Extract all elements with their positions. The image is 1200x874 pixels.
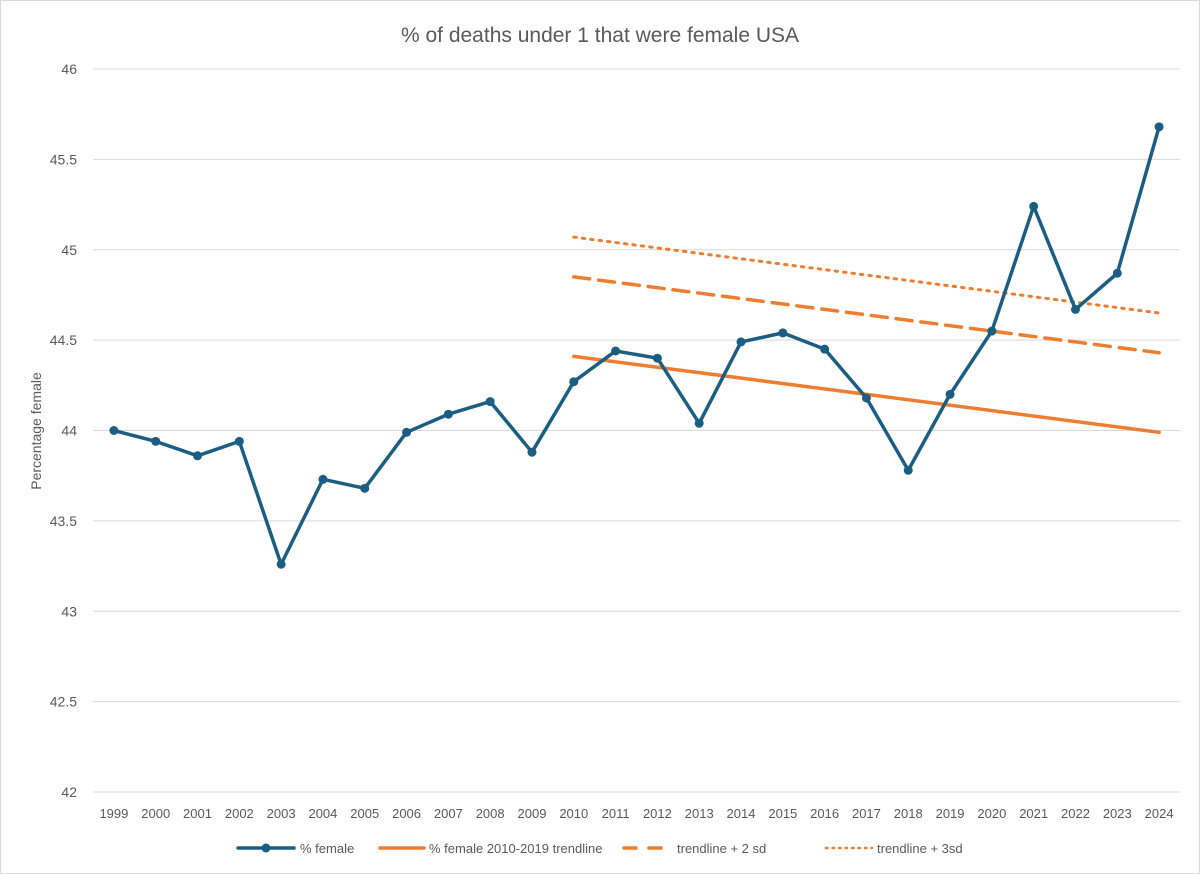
x-tick-label: 2013	[685, 806, 714, 821]
legend-label: trendline + 2 sd	[677, 841, 766, 856]
x-tick-label: 2019	[936, 806, 965, 821]
data-point	[861, 393, 871, 403]
trendline-dotted	[572, 235, 1161, 315]
data-point	[1070, 304, 1080, 314]
y-tick-label: 46	[61, 61, 77, 77]
data-point	[945, 389, 955, 399]
data-point	[778, 328, 788, 338]
data-point	[151, 436, 161, 446]
data-point	[485, 397, 495, 407]
legend-label: % female	[300, 841, 354, 856]
data-point	[1112, 268, 1122, 278]
x-tick-label: 2006	[392, 806, 421, 821]
data-point	[694, 418, 704, 428]
data-point	[318, 474, 328, 484]
x-tick-label: 2005	[350, 806, 379, 821]
legend-marker	[261, 843, 271, 853]
data-point	[527, 447, 537, 457]
x-tick-label: 2012	[643, 806, 672, 821]
y-tick-label: 45	[61, 242, 77, 258]
x-tick-label: 2003	[267, 806, 296, 821]
x-tick-label: 2016	[810, 806, 839, 821]
data-point	[402, 427, 412, 437]
x-tick-label: 2015	[768, 806, 797, 821]
y-tick-label: 43	[61, 603, 77, 619]
data-point	[569, 377, 579, 387]
chart-title: % of deaths under 1 that were female USA	[401, 24, 799, 47]
x-tick-label: 2023	[1103, 806, 1132, 821]
x-tick-label: 2000	[141, 806, 170, 821]
x-tick-label: 2020	[977, 806, 1006, 821]
x-tick-label: 2010	[559, 806, 588, 821]
legend-label: trendline + 3sd	[877, 841, 963, 856]
x-axis-ticks: 1999 2000 2001 2002 2003 2004 2005 2006 2007 2008…	[99, 806, 1173, 821]
data-point	[193, 451, 203, 461]
x-tick-label: 2022	[1061, 806, 1090, 821]
data-point	[1029, 201, 1039, 211]
data-point	[1154, 122, 1164, 132]
gridlines	[93, 68, 1180, 793]
x-tick-label: 2004	[308, 806, 337, 821]
x-tick-label: 2001	[183, 806, 212, 821]
x-tick-label: 1999	[99, 806, 128, 821]
y-tick-label: 42.5	[50, 694, 77, 710]
data-point	[820, 344, 830, 354]
x-tick-label: 2018	[894, 806, 923, 821]
legend-label: % female 2010-2019 trendline	[429, 841, 602, 856]
legend: % female % female 2010-2019 trendline tren…	[236, 841, 963, 856]
x-tick-label: 2002	[225, 806, 254, 821]
data-point	[987, 326, 997, 336]
data-point	[276, 559, 286, 569]
data-point	[736, 337, 746, 347]
y-tick-label: 45.5	[50, 151, 77, 167]
data-point	[443, 409, 453, 419]
y-tick-label: 44	[61, 423, 77, 439]
x-tick-label: 2017	[852, 806, 881, 821]
data-point	[234, 436, 244, 446]
y-axis-ticks: 42 42.5 43 43.5 44 44.5 45 45.5 46	[50, 61, 77, 800]
data-point	[903, 465, 913, 475]
x-tick-label: 2007	[434, 806, 463, 821]
data-point	[360, 483, 370, 493]
x-tick-label: 2021	[1019, 806, 1048, 821]
data-point	[652, 353, 662, 363]
data-point	[109, 426, 119, 435]
x-tick-label: 2008	[476, 806, 505, 821]
y-tick-label: 43.5	[50, 513, 77, 529]
y-tick-label: 42	[61, 784, 77, 800]
x-tick-label: 2009	[518, 806, 547, 821]
data-point	[611, 346, 621, 356]
x-tick-label: 2011	[602, 806, 630, 821]
series-layer	[109, 122, 1164, 569]
series-line-female	[113, 126, 1161, 567]
y-tick-label: 44.5	[50, 332, 77, 348]
trendline-dashed	[572, 275, 1161, 355]
y-axis-label: Percentage female	[28, 372, 44, 490]
x-tick-label: 2014	[727, 806, 756, 821]
x-tick-label: 2024	[1145, 806, 1174, 821]
